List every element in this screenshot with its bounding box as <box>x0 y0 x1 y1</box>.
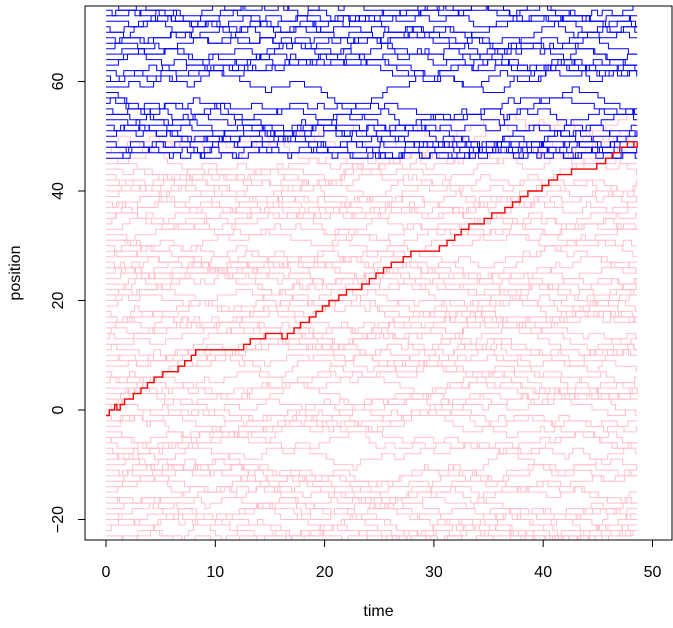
blue-walker-path <box>106 42 638 88</box>
pink-walker-path <box>106 475 638 537</box>
pink-walker-path <box>106 294 638 340</box>
pink-walker-path <box>106 174 638 230</box>
blue-walker-path <box>106 135 638 159</box>
pink-walker-path <box>106 458 638 510</box>
pink-walker-path <box>106 453 638 504</box>
pink-walker-path <box>106 261 638 318</box>
pink-walker-path <box>106 212 638 252</box>
blue-walker-path <box>106 48 638 77</box>
pink-walker-path <box>106 283 638 367</box>
blue-walker-path <box>106 26 638 77</box>
blue-walker-path <box>106 6 638 44</box>
x-tick-label: 40 <box>534 564 552 581</box>
pink-walker-path <box>106 431 638 477</box>
pink-walker-path <box>121 513 638 540</box>
pink-walker-path <box>106 513 638 540</box>
pink-walker-path <box>106 223 638 269</box>
blue-walker-path <box>106 130 638 159</box>
pink-walker-path <box>106 185 638 219</box>
pink-walker-path <box>106 305 638 367</box>
axes: 0 10 20 30 40 50 −20 0 20 40 60 time position <box>7 5 673 620</box>
pink-walker-path <box>106 436 638 493</box>
blue-walker-path <box>106 97 638 159</box>
pink-walker-path <box>106 431 638 504</box>
blue-walker-path <box>106 119 638 154</box>
blue-walker-path <box>106 53 638 88</box>
y-tick-label: 20 <box>50 292 67 310</box>
blue-walker-path <box>106 92 638 121</box>
pink-walker-path <box>106 174 638 219</box>
pink-walker-path <box>106 239 638 285</box>
y-axis-title: position <box>7 245 24 300</box>
blue-walker-path <box>118 6 638 77</box>
blue-walker-path <box>106 37 638 72</box>
pink-walker-path <box>106 409 638 438</box>
blue-walker-path <box>106 6 638 39</box>
pink-walker-path <box>106 393 638 427</box>
blue-walker-path <box>106 6 638 50</box>
pink-walker-path <box>106 278 638 356</box>
pink-walker-path <box>106 393 638 438</box>
pink-walker-path <box>106 502 638 540</box>
blue-walker-path <box>106 20 638 66</box>
blue-walker-path <box>106 31 638 77</box>
y-tick-label: 0 <box>50 405 67 414</box>
pink-walker-path <box>106 393 638 449</box>
x-tick-label: 20 <box>316 564 334 581</box>
y-tick-label: 40 <box>50 182 67 200</box>
blue-walker-path <box>106 70 638 126</box>
pink-walker-path <box>106 168 638 247</box>
pink-walker-path <box>106 475 638 531</box>
blue-walker-path <box>106 119 638 159</box>
pink-walker-path <box>106 458 638 488</box>
blue-walker-path <box>106 42 638 77</box>
plot-area <box>106 6 638 540</box>
pink-walker-path <box>106 310 638 362</box>
x-axis-title: time <box>363 603 393 620</box>
y-tick-label: 60 <box>50 73 67 91</box>
x-tick-label: 10 <box>206 564 224 581</box>
pink-walker-path <box>106 431 638 477</box>
pink-walker-path <box>106 497 638 540</box>
pink-walker-path <box>106 502 638 540</box>
x-tick-label: 30 <box>425 564 443 581</box>
x-tick-label: 50 <box>644 564 662 581</box>
x-tick-label: 0 <box>102 564 111 581</box>
pink-walker-path <box>106 201 638 241</box>
pink-walker-path <box>106 310 638 373</box>
y-tick-label: −20 <box>50 506 67 533</box>
highlight-series-line <box>106 141 638 417</box>
pink-walker-path <box>106 157 638 203</box>
pink-walker-path <box>106 130 638 214</box>
pink-walker-path <box>106 179 638 230</box>
pink-walker-path <box>106 420 638 460</box>
